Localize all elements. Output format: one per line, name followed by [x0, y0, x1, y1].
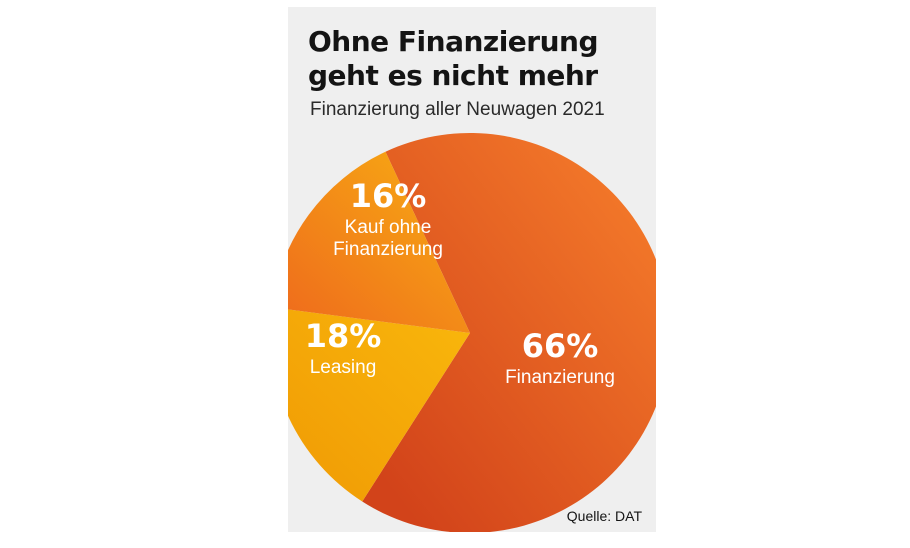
chart-subtitle: Finanzierung aller Neuwagen 2021 — [310, 99, 605, 120]
pie-slice-1 — [288, 309, 470, 502]
slice-category-label-1: Leasing — [310, 357, 377, 378]
chart-title: Ohne Finanzierung geht es nicht mehr — [308, 25, 599, 92]
infographic-card: Ohne Finanzierung geht es nicht mehr Fin… — [288, 7, 656, 532]
slice-percent-label-0: 66% — [522, 327, 599, 365]
pie-slice-2 — [288, 151, 470, 333]
pie-chart: 66%Finanzierung 18%Leasing 16%Kauf ohne Fin… — [288, 133, 656, 532]
pie-slice-0 — [362, 133, 656, 532]
slice-category-label-0: Finanzierung — [505, 367, 615, 388]
slice-percent-label-1: 18% — [305, 317, 382, 355]
slice-percent-label-2: 16% — [350, 177, 427, 215]
slice-category-label-2: Kauf ohne Finanzierung — [333, 217, 443, 260]
source-note: Quelle: DAT — [566, 508, 642, 524]
